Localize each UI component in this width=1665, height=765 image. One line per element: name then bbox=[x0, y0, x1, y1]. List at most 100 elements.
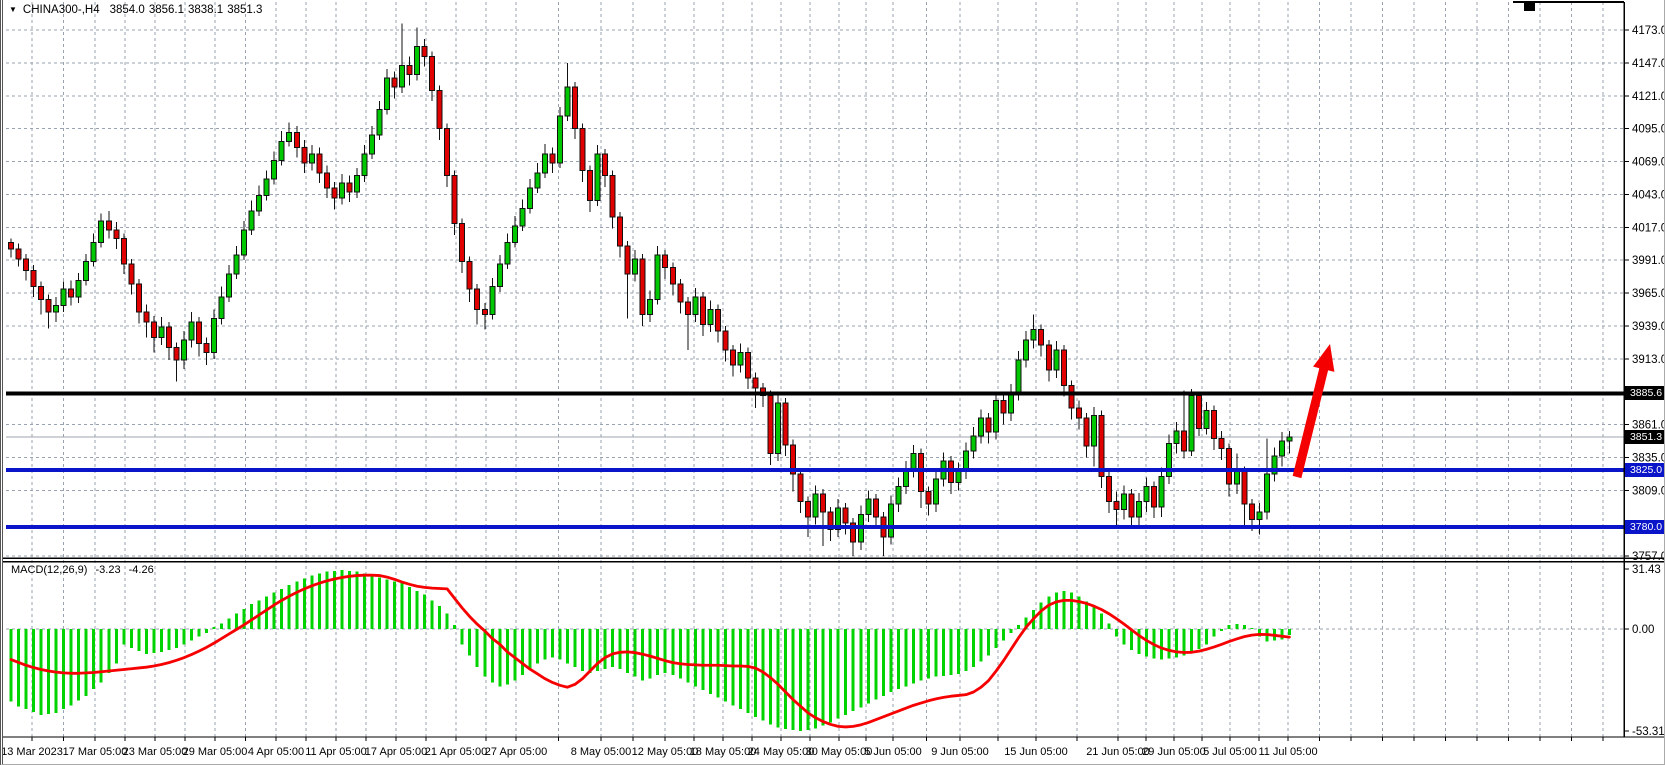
candle-bear bbox=[436, 90, 443, 130]
date-tick-label[interactable]: 11 Jul 05:00 bbox=[1258, 746, 1317, 758]
price-tick-label: 3757.0 bbox=[1632, 551, 1665, 563]
candle-bull bbox=[775, 402, 782, 455]
candle-bull bbox=[241, 229, 248, 256]
date-tick-label[interactable]: 29 Jun 05:00 bbox=[1142, 746, 1206, 758]
ohlc-open: 3854.0 bbox=[109, 4, 145, 16]
candle-bear bbox=[1038, 329, 1045, 346]
candle-bear bbox=[406, 64, 413, 75]
date-tick-label[interactable]: 11 Apr 05:00 bbox=[305, 746, 367, 758]
trend-arrow-shaft[interactable] bbox=[1292, 364, 1330, 479]
date-tick-label[interactable]: 13 Mar 2023 bbox=[3, 746, 63, 758]
candle-bear bbox=[293, 131, 300, 149]
candle-bear bbox=[797, 473, 804, 503]
candle-bear bbox=[850, 522, 857, 543]
candle-bear bbox=[113, 229, 120, 240]
ohlc-low: 3838.1 bbox=[188, 4, 224, 16]
candle-bull bbox=[594, 153, 601, 202]
candle-bear bbox=[38, 286, 45, 300]
date-tick-label[interactable]: 5 Jun 05:00 bbox=[864, 746, 922, 758]
date-tick-label[interactable]: 21 Jun 05:00 bbox=[1086, 746, 1150, 758]
ohlc-high: 3856.1 bbox=[148, 4, 184, 16]
symbol-dropdown-icon[interactable]: ▼ bbox=[9, 5, 17, 14]
candle-bear bbox=[677, 283, 684, 303]
candle-bull bbox=[1256, 511, 1263, 520]
candle-bear bbox=[15, 248, 22, 260]
macd-tick-label: -53.31 bbox=[1632, 726, 1665, 738]
candle-bear bbox=[346, 182, 353, 193]
candle-bear bbox=[1181, 430, 1188, 452]
candle-bull bbox=[1188, 394, 1195, 452]
candle-bear bbox=[1113, 501, 1120, 510]
date-tick-label[interactable]: 17 Mar 05:00 bbox=[63, 746, 128, 758]
candle-bull bbox=[1120, 493, 1127, 510]
candle-bear bbox=[790, 444, 797, 475]
macd-value: -3.23 bbox=[95, 564, 121, 576]
candle-bull bbox=[90, 241, 97, 262]
candle-bull bbox=[271, 159, 278, 180]
date-tick-label[interactable]: 12 May 05:00 bbox=[632, 746, 699, 758]
trend-arrow-head[interactable] bbox=[1313, 344, 1335, 372]
date-tick-label[interactable]: 30 May 05:00 bbox=[806, 746, 873, 758]
date-tick-label[interactable]: 23 Mar 05:00 bbox=[123, 746, 188, 758]
candle-bull bbox=[361, 153, 368, 176]
candle-bear bbox=[68, 288, 75, 298]
date-tick-label[interactable]: 5 Jul 05:00 bbox=[1203, 746, 1257, 758]
candle-bull bbox=[707, 308, 714, 326]
candle-bear bbox=[1196, 394, 1203, 429]
price-tick-label: 4173.0 bbox=[1632, 25, 1665, 37]
candle-bull bbox=[256, 195, 263, 212]
date-tick-label[interactable]: 18 May 05:00 bbox=[690, 746, 757, 758]
candle-bear bbox=[203, 343, 210, 353]
candle-bear bbox=[752, 377, 759, 389]
date-tick-label[interactable]: 29 Mar 05:00 bbox=[183, 746, 248, 758]
candle-bear bbox=[617, 216, 624, 247]
candle-bull bbox=[692, 296, 699, 316]
candle-bear bbox=[1068, 384, 1075, 409]
candle-bull bbox=[218, 296, 225, 319]
date-tick-label[interactable]: 21 Apr 05:00 bbox=[425, 746, 487, 758]
candle-bull bbox=[895, 486, 902, 505]
date-tick-label[interactable]: 8 May 05:00 bbox=[571, 746, 632, 758]
candle-bear bbox=[45, 298, 52, 313]
candle-bear bbox=[602, 153, 609, 176]
chart-canvas[interactable]: 4173.0 4147.0 4121.0 4095.0 4069.0 4043.0 4017… bbox=[3, 0, 1665, 765]
candle-bull bbox=[1136, 501, 1142, 518]
price-tick-label: 3991.0 bbox=[1632, 255, 1665, 267]
price-tick-label: 3861.0 bbox=[1632, 420, 1665, 432]
candle-bull bbox=[978, 417, 985, 437]
candle-bull bbox=[970, 435, 977, 452]
candle-bull bbox=[737, 351, 744, 366]
date-tick-label[interactable]: 15 Jun 05:00 bbox=[1004, 746, 1068, 758]
candle-bear bbox=[8, 241, 14, 250]
scroll-to-end-marker[interactable] bbox=[1524, 3, 1535, 11]
candle-bear bbox=[173, 346, 180, 361]
date-tick-label[interactable]: 27 Apr 05:00 bbox=[485, 746, 547, 758]
candle-bull bbox=[654, 254, 661, 300]
candle-bull bbox=[308, 153, 315, 164]
candle-bear bbox=[744, 351, 751, 379]
date-tick-label[interactable]: 9 Jun 05:00 bbox=[931, 746, 989, 758]
candle-bear bbox=[579, 128, 586, 171]
macd-tick-label: 31.43 bbox=[1632, 564, 1661, 576]
candle-bear bbox=[323, 172, 330, 189]
candle-bull bbox=[1286, 436, 1293, 442]
date-tick-label[interactable]: 17 Apr 05:00 bbox=[365, 746, 427, 758]
candle-bull bbox=[278, 140, 285, 161]
candle-bull bbox=[519, 207, 526, 227]
candle-bull bbox=[1233, 470, 1240, 485]
candle-bull bbox=[835, 507, 842, 531]
date-tick-label[interactable]: 4 Apr 05:00 bbox=[248, 746, 304, 758]
candle-bull bbox=[504, 241, 511, 265]
candle-bull bbox=[1173, 430, 1180, 445]
candle-bull bbox=[60, 288, 67, 307]
candle-bull bbox=[1008, 392, 1015, 414]
candle-bull bbox=[1053, 349, 1060, 371]
price-tick-label: 4069.0 bbox=[1632, 157, 1665, 169]
candle-bull bbox=[632, 258, 639, 275]
candle-bear bbox=[549, 153, 556, 164]
date-tick-label[interactable]: 24 May 05:00 bbox=[748, 746, 815, 758]
support1-badge: 3825.0 bbox=[1625, 463, 1664, 478]
candle-bear bbox=[30, 269, 37, 288]
macd-name: MACD(12,26,9) bbox=[11, 564, 88, 576]
